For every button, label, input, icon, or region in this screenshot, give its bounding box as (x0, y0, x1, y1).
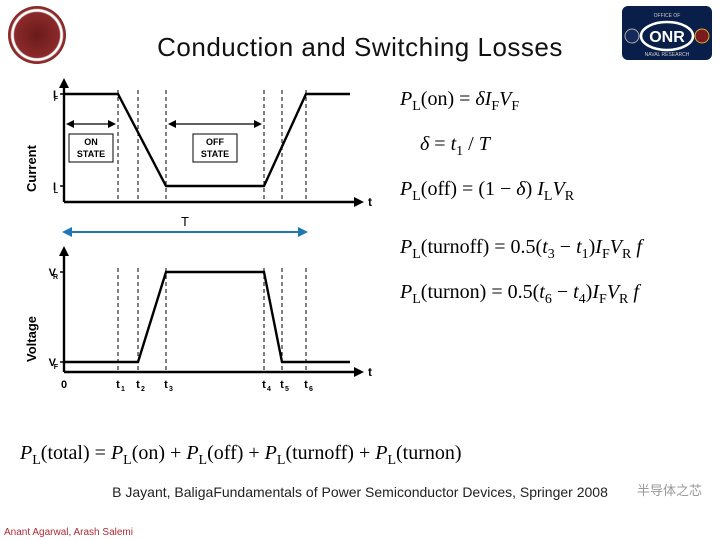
header: OFFICE OF ONR NAVAL RESEARCH Conduction … (0, 0, 720, 72)
svg-text:6: 6 (309, 386, 313, 393)
waveform-diagram: Current Voltage IFILtONSTATEOFFSTATETVRV… (10, 72, 390, 402)
svg-text:L: L (54, 188, 59, 195)
svg-text:t: t (368, 195, 372, 209)
svg-text:t: t (280, 379, 284, 391)
svg-text:F: F (54, 96, 59, 103)
content-body: Current Voltage IFILtONSTATEOFFSTATETVRV… (0, 72, 720, 492)
svg-text:1: 1 (121, 386, 125, 393)
svg-text:t: t (368, 365, 372, 379)
eq-turnon: PL(turnon) = 0.5(t6 − t4)IFVR f (400, 275, 710, 312)
current-axis-label: Current (24, 145, 39, 192)
svg-text:OFFICE OF: OFFICE OF (654, 13, 681, 19)
waveform-svg: IFILtONSTATEOFFSTATETVRVFt0t1t2t3t4t5t6 (10, 72, 390, 402)
eq-delta: δ = t1 / T (400, 127, 710, 164)
svg-text:5: 5 (285, 386, 289, 393)
svg-text:t: t (164, 379, 168, 391)
svg-text:T: T (181, 214, 189, 229)
footer-text: Anant Agarwal, Arash Salemi (4, 527, 133, 538)
eq-on: PL(on) = δIFVF (400, 82, 710, 119)
svg-text:3: 3 (169, 386, 173, 393)
svg-text:t: t (304, 379, 308, 391)
eq-total: PL(total) = PL(on) + PL(off) + PL(turnof… (20, 442, 700, 469)
svg-text:OFF: OFF (206, 137, 224, 147)
svg-text:t: t (262, 379, 266, 391)
svg-text:0: 0 (61, 379, 67, 391)
voltage-axis-label: Voltage (24, 316, 39, 362)
citation-text: B Jayant, BaligaFundamentals of Power Se… (0, 484, 720, 500)
svg-text:4: 4 (267, 386, 271, 393)
svg-text:STATE: STATE (77, 149, 105, 159)
svg-text:t: t (136, 379, 140, 391)
svg-text:STATE: STATE (201, 149, 229, 159)
watermark-text: 半导体之芯 (637, 480, 702, 499)
eq-off: PL(off) = (1 − δ) ILVR (400, 172, 710, 209)
svg-text:t: t (116, 379, 120, 391)
svg-text:F: F (54, 364, 59, 371)
svg-text:ON: ON (84, 137, 98, 147)
svg-text:R: R (53, 274, 58, 281)
page-title: Conduction and Switching Losses (0, 32, 720, 63)
eq-turnoff: PL(turnoff) = 0.5(t3 − t1)IFVR f (400, 230, 710, 267)
svg-text:2: 2 (141, 386, 145, 393)
equation-block: PL(on) = δIFVF δ = t1 / T PL(off) = (1 −… (400, 82, 710, 320)
